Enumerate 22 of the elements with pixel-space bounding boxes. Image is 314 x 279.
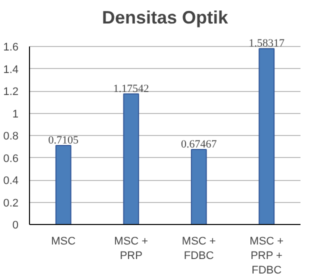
x-tick-label: MSC (51, 236, 76, 248)
y-tick-label: 1.4 (3, 64, 19, 76)
y-tick-label: 0.6 (3, 152, 19, 165)
data-label: 0.7105 (48, 134, 79, 147)
y-tick-label: 0.8 (3, 130, 19, 143)
bar (123, 93, 140, 224)
x-tick-label: MSC + PRP (114, 236, 148, 262)
y-tick-label: 1 (12, 108, 19, 120)
y-tick-label: 0.2 (3, 197, 19, 210)
y-tick-label: 1.6 (3, 42, 19, 54)
y-tick-label: 1.2 (3, 86, 19, 98)
y-tick-label: 0 (12, 220, 19, 232)
x-tick-label: MSC + FDBC (182, 236, 216, 262)
bar (190, 149, 207, 224)
chart-title: Densitas Optik (102, 8, 230, 28)
data-label: 0.67467 (181, 138, 218, 151)
bar (258, 48, 275, 224)
data-label: 1.17542 (113, 82, 149, 95)
data-label: 1.58317 (248, 38, 285, 50)
y-tick-label: 0.4 (3, 175, 19, 188)
x-tick-label: MSC + PRP + FDBC (250, 236, 284, 276)
bar (55, 145, 72, 224)
